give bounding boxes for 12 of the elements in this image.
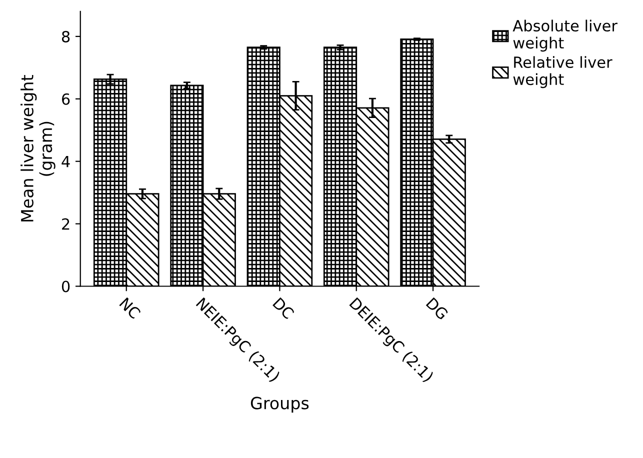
legend-label: Absolute liver weight [512,20,618,52]
x-tick-label: NC [119,297,142,320]
y-axis-title: Mean liver weight (gram) [20,75,56,222]
y-tick-label: 2 [62,218,70,230]
y-tick-label: 8 [62,30,70,42]
legend-label: Relative liver weight [513,56,612,88]
x-tick-label: DG [426,297,449,320]
x-tick-label: DC [272,297,295,320]
x-axis-title: Groups [250,396,309,413]
y-tick-label: 4 [62,156,70,168]
y-tick-label: 0 [62,280,70,292]
y-tick-label: 6 [62,93,70,105]
